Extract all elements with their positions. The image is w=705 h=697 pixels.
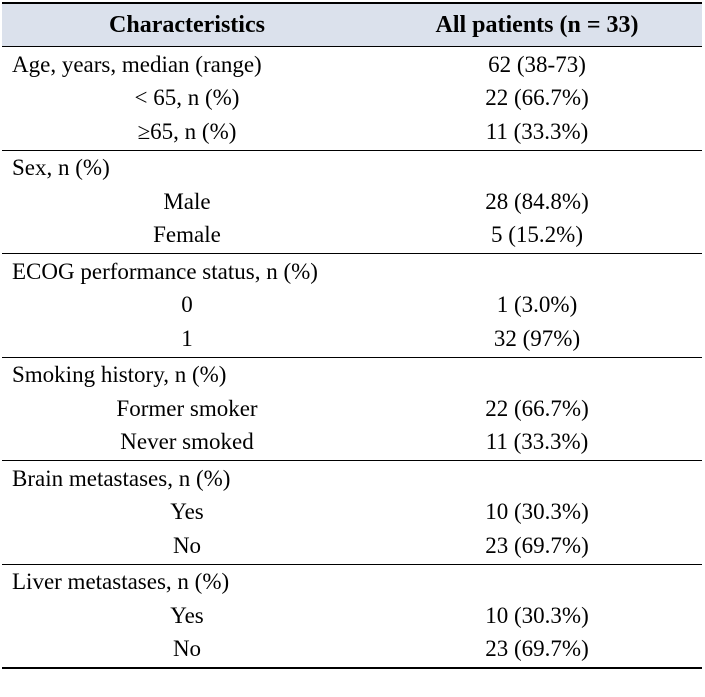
table: Characteristics All patients (n = 33) Age,… (2, 2, 702, 669)
row-label: 0 (181, 292, 193, 318)
sub-row: No 23 (69.7%) (2, 529, 702, 563)
row-label: 1 (181, 325, 193, 351)
row-value: 11 (33.3%) (485, 429, 589, 455)
sub-row: Never smoked 11 (33.3%) (2, 426, 702, 460)
group-label: Smoking history, n (%) (12, 362, 227, 388)
row-group: Brain metastases, n (%) Yes 10 (30.3%) No 23… (2, 461, 702, 565)
row-value: 11 (33.3%) (485, 118, 589, 144)
row-label: Male (163, 188, 211, 214)
row-group: Age, years, median (range) 62 (38-73) < 65… (2, 47, 702, 151)
row-group: Smoking history, n (%) Former smoker 22 (6… (2, 358, 702, 461)
row-label: Yes (170, 602, 204, 628)
row-value: 22 (66.7%) (485, 85, 589, 111)
row-group: Liver metastases, n (%) Yes 10 (30.3%) No 23… (2, 565, 702, 668)
group-value: 62 (38-73) (488, 51, 586, 77)
row-label: Never smoked (120, 429, 254, 455)
sub-row: Female 5 (15.2%) (2, 219, 702, 253)
row-group: Sex, n (%) Male 28 (84.8%) Female 5 (15.2%) (2, 151, 702, 254)
row-label: Yes (170, 499, 204, 525)
group-row: Brain metastases, n (%) (2, 462, 702, 496)
row-label: Former smoker (116, 395, 258, 421)
row-label: Female (153, 222, 221, 248)
header-row: Characteristics All patients (n = 33) (2, 4, 702, 47)
sub-row: ≥65, n (%) 11 (33.3%) (2, 115, 702, 149)
row-label: No (172, 636, 202, 662)
row-value: 5 (15.2%) (491, 222, 583, 248)
row-label: No (172, 532, 202, 558)
group-label: Sex, n (%) (12, 155, 110, 181)
row-value: 22 (66.7%) (485, 395, 589, 421)
sub-row: Former smoker 22 (66.7%) (2, 392, 702, 426)
sub-row: 0 1 (3.0%) (2, 289, 702, 323)
row-value: 32 (97%) (493, 325, 581, 351)
group-row: Age, years, median (range) 62 (38-73) (2, 48, 702, 82)
group-label: Brain metastases, n (%) (12, 465, 231, 491)
sub-row: < 65, n (%) 22 (66.7%) (2, 82, 702, 116)
row-value: 28 (84.8%) (485, 188, 589, 214)
sub-row: No 23 (69.7%) (2, 633, 702, 667)
row-label: < 65, n (%) (134, 85, 240, 111)
group-row: ECOG performance status, n (%) (2, 255, 702, 289)
header-cell: All patients (n = 33) (435, 11, 639, 38)
row-value: 10 (30.3%) (485, 499, 589, 525)
row-value: 23 (69.7%) (485, 532, 589, 558)
group-label: ECOG performance status, n (%) (12, 258, 318, 284)
sub-row: Yes 10 (30.3%) (2, 599, 702, 633)
row-group: ECOG performance status, n (%) 0 1 (3.0%) 1… (2, 254, 702, 358)
header-cell: Characteristics (109, 11, 265, 38)
group-label: Age, years, median (range) (12, 51, 262, 77)
row-value: 10 (30.3%) (485, 602, 589, 628)
sub-row: Yes 10 (30.3%) (2, 496, 702, 530)
group-row: Liver metastases, n (%) (2, 566, 702, 600)
row-label: ≥65, n (%) (137, 118, 237, 144)
row-value: 1 (3.0%) (496, 292, 578, 318)
group-label: Liver metastases, n (%) (12, 569, 230, 595)
sub-row: 1 32 (97%) (2, 322, 702, 356)
sub-row: Male 28 (84.8%) (2, 185, 702, 219)
group-row: Sex, n (%) (2, 152, 702, 186)
group-row: Smoking history, n (%) (2, 359, 702, 393)
row-value: 23 (69.7%) (485, 636, 589, 662)
